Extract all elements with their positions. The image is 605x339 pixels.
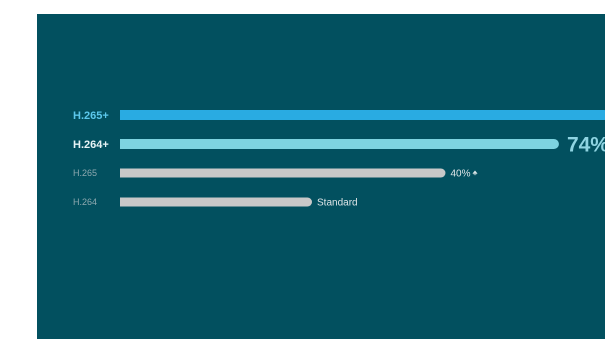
bar [120,168,446,178]
bar [120,139,559,149]
category-label: H.265+ [73,110,109,122]
value-label: Standard [317,198,358,209]
bar [120,197,312,207]
category-label: H.265 [73,168,97,178]
category-label: H.264+ [73,139,109,151]
category-label: H.264 [73,197,97,207]
up-arrow-icon [472,170,478,176]
value-label: 40% [450,169,470,180]
value-label: 74% [567,134,605,157]
bar [120,110,605,120]
